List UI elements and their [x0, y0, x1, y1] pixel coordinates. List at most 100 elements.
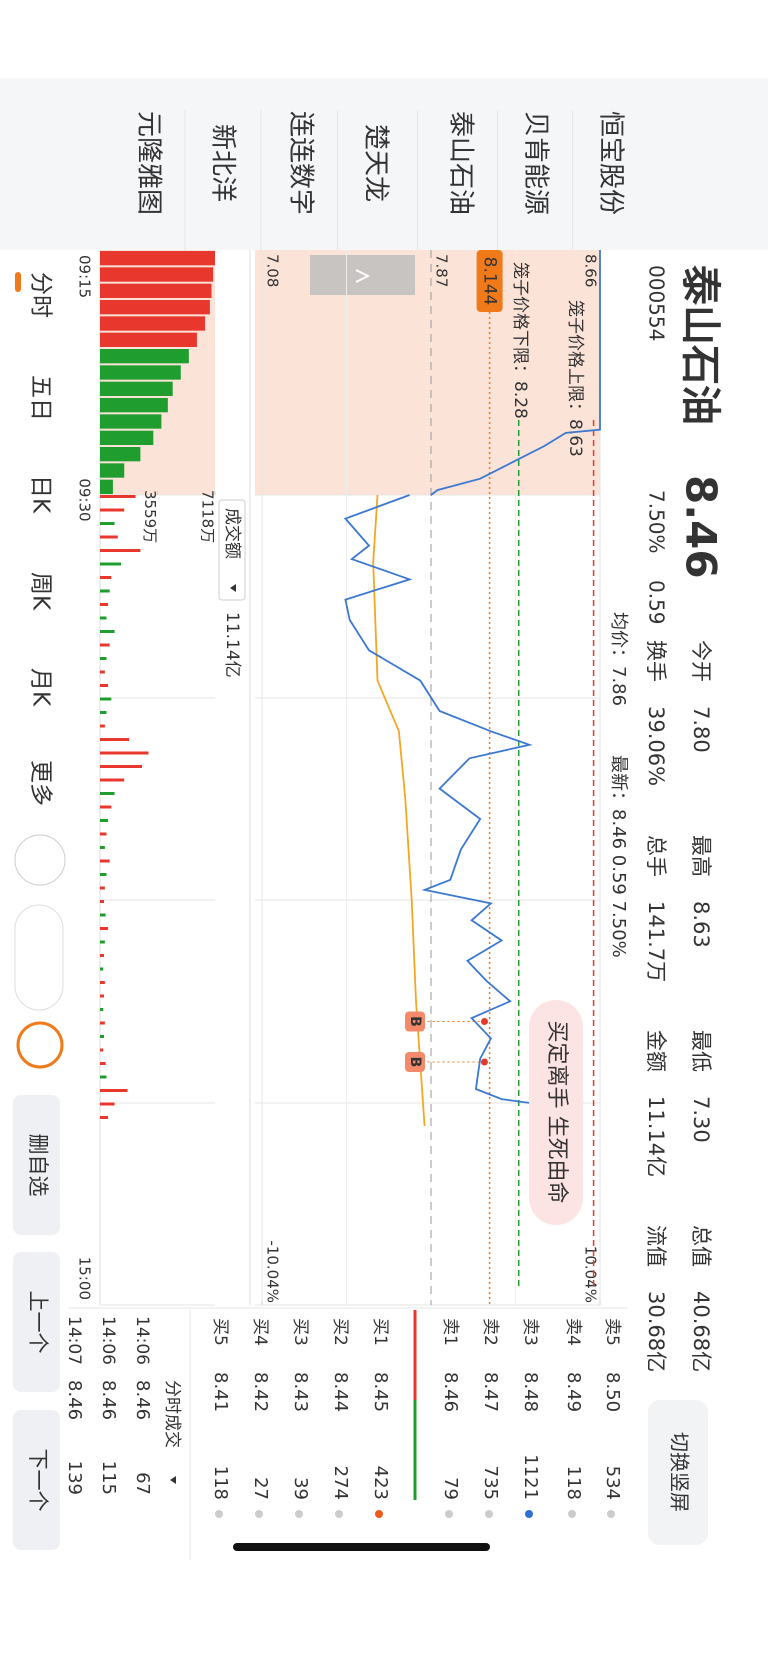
- button-bg[interactable]: [13, 1252, 60, 1392]
- pill-button[interactable]: [14, 904, 64, 1011]
- stat-value: 11.14亿: [644, 1096, 668, 1177]
- order-label: 卖1: [440, 1318, 460, 1346]
- stat-value: 141.7万: [644, 901, 668, 982]
- tab[interactable]: 分时: [28, 272, 54, 318]
- volume-bar: [100, 900, 105, 903]
- button[interactable]: 下一个: [26, 1449, 50, 1512]
- auction-volume-bar: [100, 398, 168, 413]
- volume-bar: [99, 630, 115, 633]
- price-limit-label: 笼子价格上限：8.63: [565, 300, 585, 457]
- watchlist-item[interactable]: 元隆雅图: [134, 111, 164, 215]
- volume-bar: [99, 522, 115, 525]
- volume-bar: [100, 819, 109, 822]
- watchlist-item[interactable]: 贝肯能源: [521, 111, 551, 215]
- y-tick-label: 7.08: [264, 254, 282, 287]
- button-bg[interactable]: [13, 1095, 60, 1235]
- order-price: 8.41: [210, 1372, 231, 1412]
- volume-bar: [99, 589, 110, 593]
- switch-button-bg[interactable]: [648, 1400, 708, 1545]
- volume-bar: [99, 657, 107, 660]
- order-dot: [255, 1510, 263, 1518]
- trade-price: 8.46: [132, 1380, 153, 1420]
- order-dot: [215, 1510, 223, 1518]
- volume-bar: [99, 1089, 128, 1092]
- y-tick-label: 8.66: [582, 254, 600, 287]
- change-pct: 7.50%: [645, 490, 669, 554]
- order-qty: 1121: [520, 1454, 541, 1500]
- order-label: 卖4: [563, 1318, 583, 1346]
- trade-time: 14:07: [64, 1316, 84, 1365]
- volume-bar: [100, 967, 104, 971]
- collapse-button[interactable]: [310, 255, 415, 295]
- tab[interactable]: 日K: [28, 475, 54, 514]
- time-label: 09:15: [76, 255, 94, 298]
- stock-code: 000554: [645, 265, 669, 341]
- tab[interactable]: 更多: [28, 760, 54, 806]
- volume-bar: [99, 981, 105, 984]
- order-qty: 118: [210, 1466, 231, 1500]
- stock-name: 泰山石油: [677, 265, 723, 425]
- order-label: 卖5: [602, 1318, 622, 1346]
- tab[interactable]: 五日: [28, 375, 54, 421]
- volume-bar: [99, 1075, 107, 1079]
- order-label: 买1: [370, 1318, 390, 1346]
- stat-value: 7.30: [689, 1096, 713, 1143]
- latest-label: 最新：8.46 0.59 7.50%: [608, 755, 629, 958]
- volume-tick-label: 3559万: [141, 490, 159, 543]
- auction-volume-bar: [100, 349, 189, 364]
- trades-title: 分时成交: [162, 1380, 182, 1448]
- tab[interactable]: 月K: [28, 668, 54, 707]
- trade-time: 14:06: [132, 1316, 152, 1365]
- volume-bar: [99, 1062, 106, 1065]
- volume-bar: [100, 549, 141, 552]
- stat-value: 40.68亿: [689, 1291, 713, 1372]
- stat-value: 8.63: [689, 901, 713, 948]
- icon-button[interactable]: [14, 834, 66, 886]
- volume-bar: [99, 805, 112, 809]
- order-label: 买5: [210, 1318, 230, 1346]
- watchlist-item[interactable]: 连连数字: [286, 111, 316, 215]
- order-dot: [335, 1510, 343, 1518]
- order-dot: [607, 1510, 615, 1518]
- volume-bar: [100, 927, 109, 930]
- button-bg[interactable]: [13, 1410, 60, 1550]
- order-label: 买3: [290, 1318, 310, 1346]
- tab[interactable]: 周K: [28, 572, 54, 611]
- trade-qty: 115: [98, 1461, 119, 1495]
- volume-bar: [100, 562, 122, 566]
- change: 0.59: [645, 580, 669, 625]
- stat-value: 30.68亿: [644, 1291, 668, 1372]
- order-price: 8.49: [563, 1372, 584, 1412]
- watchlist-item[interactable]: 楚天龙: [361, 124, 391, 202]
- annotation: 买定离手 生死由命: [544, 1021, 569, 1204]
- watchlist-item[interactable]: 新北洋: [208, 124, 238, 202]
- stat-label: 金额: [644, 1030, 668, 1072]
- auction-shade: [255, 250, 600, 495]
- order-dot: [295, 1510, 303, 1518]
- button[interactable]: 删自选: [26, 1134, 50, 1197]
- order-price: 8.47: [480, 1372, 501, 1412]
- volume-bar: [99, 846, 105, 849]
- volume-bar: [99, 738, 130, 741]
- volume-bar: [99, 697, 112, 701]
- volume-bar: [99, 711, 107, 714]
- order-dot: [485, 1510, 493, 1518]
- stat-label: 换手: [644, 640, 668, 682]
- volume-tick-label: 7118万: [199, 490, 217, 543]
- orange-icon[interactable]: [16, 1021, 64, 1069]
- order-qty: 79: [440, 1477, 461, 1500]
- watchlist-item[interactable]: 泰山石油: [446, 111, 476, 215]
- watchlist-item[interactable]: 恒宝股份: [596, 111, 626, 215]
- order-dot: [445, 1510, 453, 1518]
- button[interactable]: 上一个: [26, 1291, 50, 1354]
- stat-label: 流值: [644, 1225, 668, 1267]
- average-line: [372, 494, 426, 1127]
- trade-price: 8.46: [64, 1380, 85, 1420]
- order-dot: [525, 1510, 533, 1518]
- volume-bar: [100, 495, 136, 498]
- volume-selector[interactable]: [218, 499, 246, 601]
- volume-bar: [99, 576, 112, 579]
- volume-bar: [99, 724, 105, 728]
- stat-label: 最低: [689, 1030, 713, 1072]
